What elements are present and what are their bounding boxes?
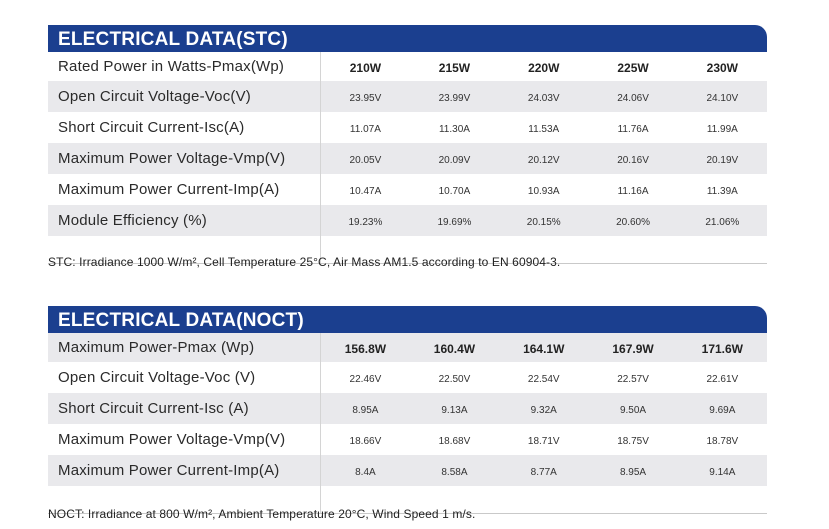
cell: 19.23% (320, 205, 410, 236)
noct-header-cell: 164.1W (499, 333, 589, 362)
row-label: Maximum Power Current-Imp(A) (48, 455, 321, 486)
stc-header-cell: 225W (617, 60, 649, 75)
cell: 20.05V (320, 143, 410, 174)
cell: 9.69A (677, 393, 767, 424)
noct-table: Maximum Power-Pmax (Wp) 156.8W 160.4W 16… (48, 333, 767, 513)
noct-header-cell: 167.9W (588, 333, 678, 362)
stc-note: STC: Irradiance 1000 W/m², Cell Temperat… (48, 255, 561, 269)
cell: 10.93A (527, 186, 560, 197)
cell: 20.19V (677, 143, 767, 174)
cell: 21.06% (677, 205, 767, 236)
cell: 8.95A (588, 455, 678, 486)
table-spacer-row (48, 486, 767, 513)
cell: 20.60% (588, 205, 678, 236)
cell: 8.95A (320, 393, 410, 424)
row-label: Module Efficiency (%) (48, 205, 321, 236)
cell: 24.10V (677, 81, 767, 112)
noct-header-cell: 160.4W (409, 333, 500, 362)
cell: 18.71V (527, 436, 560, 447)
noct-header-cell: 171.6W (677, 333, 767, 362)
cell: 11.30A (438, 124, 470, 135)
stc-header-cell: 230W (706, 60, 739, 75)
cell: 22.57V (617, 374, 649, 385)
stc-table: Rated Power in Watts-Pmax(Wp) 210W 215W … (48, 52, 767, 263)
stc-title: ELECTRICAL DATA(STC) (48, 25, 767, 52)
divider (48, 263, 767, 264)
cell: 22.50V (438, 374, 471, 385)
stc-header-cell: 210W (349, 60, 382, 75)
row-label: Short Circuit Current-Isc(A) (48, 112, 321, 143)
noct-header-cell: 156.8W (320, 333, 410, 362)
cell: 18.78V (706, 436, 739, 447)
table-row: Short Circuit Current-Isc(A) 11.07A 11.3… (48, 112, 767, 143)
cell: 8.77A (499, 455, 589, 486)
cell: 9.13A (409, 393, 500, 424)
cell: 24.06V (588, 81, 678, 112)
cell: 22.54V (527, 374, 560, 385)
cell: 11.16A (617, 186, 649, 197)
cell: 20.16V (588, 143, 678, 174)
stc-header-cell: 220W (528, 60, 560, 75)
cell: 9.32A (499, 393, 589, 424)
cell: 24.03V (499, 81, 589, 112)
cell: 18.66V (349, 436, 382, 447)
cell: 11.39A (706, 186, 738, 197)
noct-header-label: Maximum Power-Pmax (Wp) (48, 333, 321, 362)
cell: 18.68V (438, 436, 471, 447)
cell: 11.99A (706, 124, 738, 135)
table-row: Maximum Power Current-Imp(A) 8.4A 8.58A … (48, 455, 767, 486)
table-row: Module Efficiency (%) 19.23% 19.69% 20.1… (48, 205, 767, 236)
stc-header-cell: 215W (438, 60, 471, 75)
cell: 10.70A (438, 186, 471, 197)
row-label: Maximum Power Voltage-Vmp(V) (48, 424, 321, 455)
cell: 22.61V (706, 374, 739, 385)
row-label: Short Circuit Current-Isc (A) (48, 393, 321, 424)
table-row: Maximum Power Voltage-Vmp(V) 20.05V 20.0… (48, 143, 767, 174)
cell: 8.58A (409, 455, 500, 486)
cell: 11.76A (617, 124, 649, 135)
row-label: Maximum Power Voltage-Vmp(V) (48, 143, 321, 174)
cell: 23.95V (320, 81, 410, 112)
cell: 8.4A (320, 455, 410, 486)
table-row: Open Circuit Voltage-Voc (V) 22.46V 22.5… (48, 362, 767, 393)
table-spacer-row (48, 236, 767, 263)
cell: 18.75V (617, 436, 649, 447)
cell: 10.47A (349, 186, 382, 197)
cell: 9.50A (588, 393, 678, 424)
table-row: Rated Power in Watts-Pmax(Wp) 210W 215W … (48, 52, 767, 81)
cell: 20.15% (499, 205, 589, 236)
cell: 9.14A (677, 455, 767, 486)
cell: 19.69% (409, 205, 500, 236)
row-label: Open Circuit Voltage-Voc(V) (48, 81, 321, 112)
noct-title: ELECTRICAL DATA(NOCT) (48, 306, 767, 333)
stc-header-label: Rated Power in Watts-Pmax(Wp) (48, 52, 321, 81)
row-label: Maximum Power Current-Imp(A) (48, 174, 321, 205)
cell: 20.09V (409, 143, 500, 174)
divider (48, 513, 767, 514)
table-row: Maximum Power-Pmax (Wp) 156.8W 160.4W 16… (48, 333, 767, 362)
cell: 11.07A (349, 124, 381, 135)
noct-note: NOCT: Irradiance at 800 W/m², Ambient Te… (48, 507, 476, 521)
cell: 22.46V (349, 374, 382, 385)
table-row: Maximum Power Voltage-Vmp(V) 18.66V 18.6… (48, 424, 767, 455)
row-label: Open Circuit Voltage-Voc (V) (48, 362, 321, 393)
table-row: Short Circuit Current-Isc (A) 8.95A 9.13… (48, 393, 767, 424)
noct-section: ELECTRICAL DATA(NOCT) Maximum Power-Pmax… (48, 306, 767, 514)
table-row: Maximum Power Current-Imp(A) 10.47A 10.7… (48, 174, 767, 205)
stc-section: ELECTRICAL DATA(STC) Rated Power in Watt… (48, 25, 767, 264)
cell: 23.99V (409, 81, 500, 112)
cell: 20.12V (499, 143, 589, 174)
table-row: Open Circuit Voltage-Voc(V) 23.95V 23.99… (48, 81, 767, 112)
cell: 11.53A (528, 124, 560, 135)
